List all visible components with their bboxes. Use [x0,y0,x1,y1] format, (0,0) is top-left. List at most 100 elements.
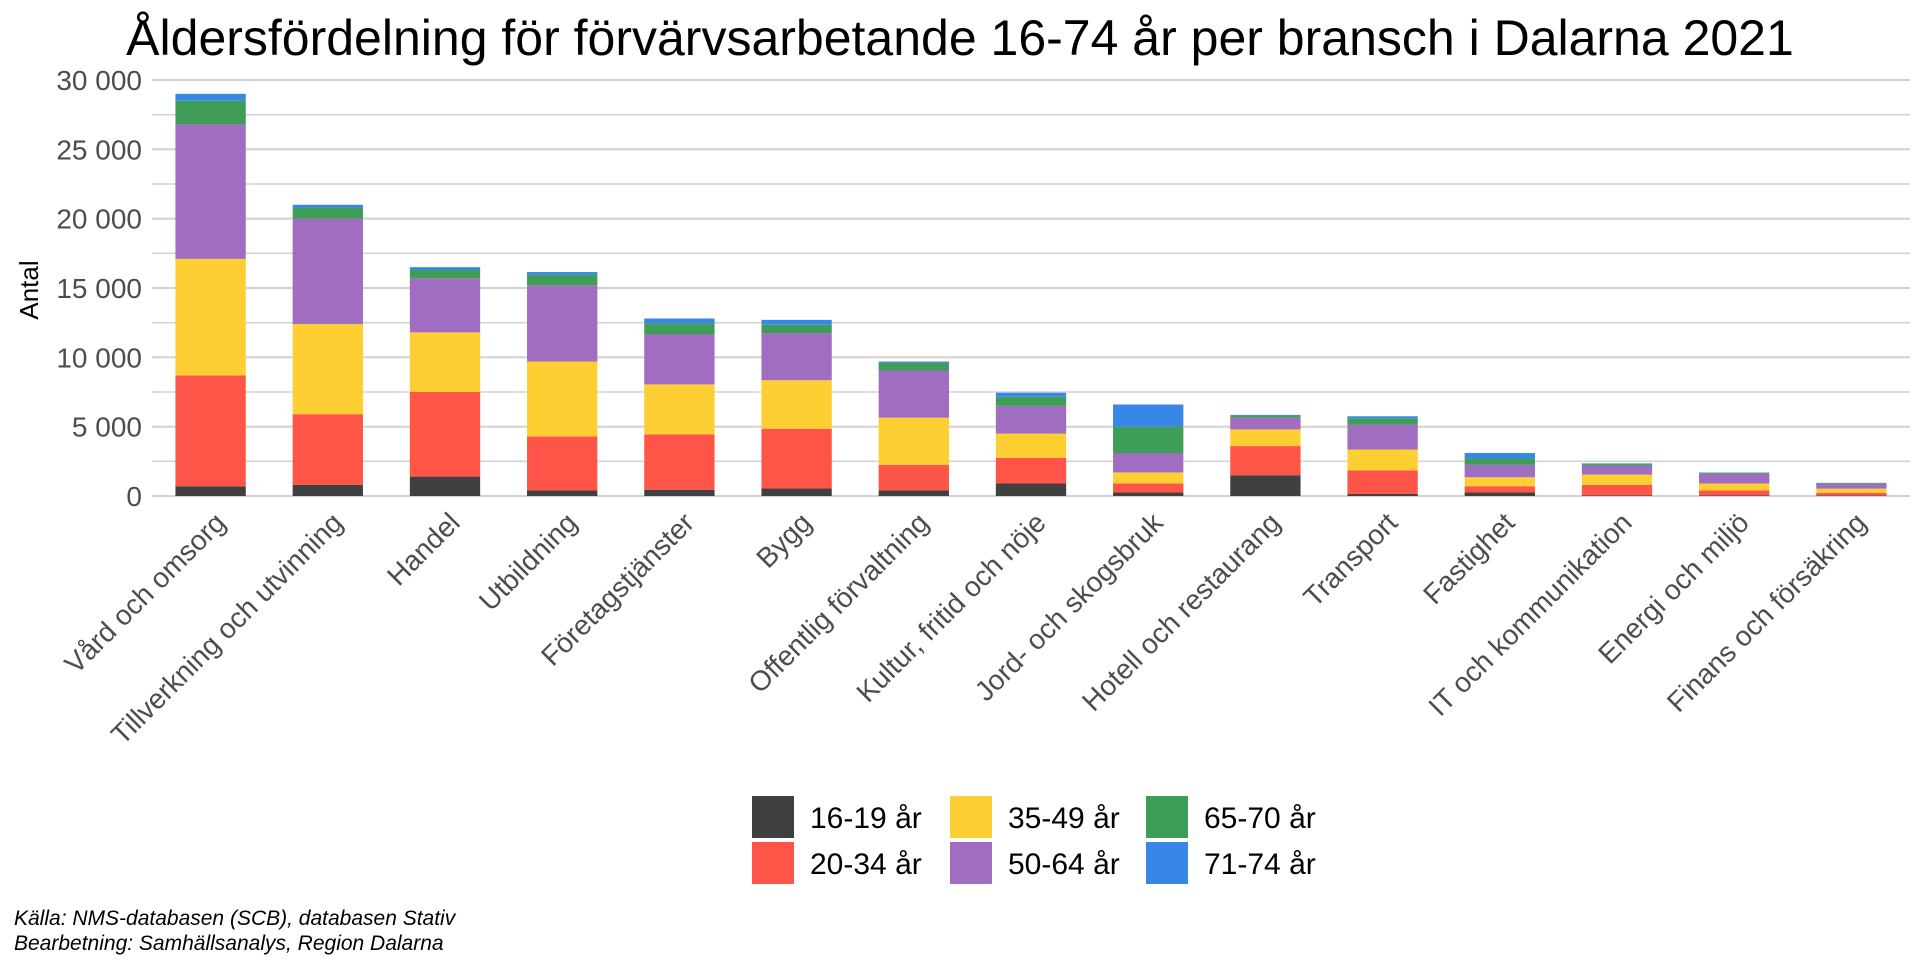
bar-segment [527,361,597,436]
bar-segment [879,490,949,496]
legend-swatch [1146,796,1188,838]
bar-segment [1582,495,1652,496]
bar-segment [175,486,245,496]
bar-segment [1816,483,1886,484]
bar-segment [761,333,831,380]
bar-segment [1699,490,1769,495]
bar-segment [527,272,597,275]
bar-segment [996,458,1066,484]
legend-label: 16-19 år [810,802,922,835]
bar-segment [1347,416,1417,418]
bar-segment [410,278,480,332]
bar-segment [293,219,363,324]
x-tick-label: Finans och försäkring [1661,507,1872,718]
chart-title: Åldersfördelning för förvärvsarbetande 1… [126,10,1794,66]
legend-swatch [950,796,992,838]
bar-segment [410,267,480,270]
bar-segment [1816,484,1886,489]
bar-segment [879,371,949,418]
y-tick-label: 25 000 [56,134,142,165]
bar-segment [527,436,597,490]
bar-segment [175,375,245,486]
x-tick-label: Utbildning [473,507,583,617]
bar-segment [879,465,949,491]
bar-segment [1113,404,1183,426]
legend-label: 65-70 år [1204,802,1316,835]
bar-segment [175,124,245,259]
bar-segment [996,434,1066,458]
bar-segment [644,384,714,434]
legend-swatch [1146,842,1188,884]
legend-label: 50-64 år [1008,848,1120,881]
bar-segment [761,429,831,489]
legend-swatch [950,842,992,884]
bar-segment [1113,427,1183,453]
bar-segment [410,392,480,477]
bar-segment [761,320,831,325]
bar-segment [293,208,363,219]
bar-segment [1465,493,1535,496]
bar-segment [1582,475,1652,485]
bar-segment [1816,489,1886,493]
bar-segment [175,259,245,375]
bar-segment [175,94,245,101]
bar-segment [410,270,480,278]
legend-label: 71-74 år [1204,848,1316,881]
y-tick-label: 5 000 [72,412,142,443]
bar-segment [1230,446,1300,475]
bar-segment [293,324,363,414]
bar-segment [293,414,363,485]
bar-segment [644,434,714,489]
bar-segment [879,361,949,362]
x-tick-label: Bygg [750,507,817,574]
x-tick-label: Handel [381,507,466,592]
bar-segment [996,397,1066,406]
bar-segment [644,319,714,324]
bar-segment [1347,425,1417,450]
x-tick-label: Kultur, fritid och nöje [850,507,1051,708]
bar-segment [1347,470,1417,494]
bar-segment [996,393,1066,397]
x-tick-label: Transport [1297,507,1403,613]
legend-swatch [752,842,794,884]
bar-segment [1230,416,1300,418]
bar-segment [1699,474,1769,484]
bar-segment [175,101,245,125]
bar-segment [1465,465,1535,477]
bar-segment [527,275,597,285]
bar-segment [293,205,363,208]
bar-segment [1699,473,1769,474]
bar-segment [996,484,1066,496]
y-tick-label: 30 000 [56,65,142,96]
caption-source: Källa: NMS-databasen (SCB), databasen St… [14,907,457,930]
bar-segment [761,325,831,333]
bar-segment [1465,477,1535,486]
legend-label: 35-49 år [1008,802,1120,835]
bar-segment [1699,484,1769,491]
bar-segment [1699,495,1769,496]
bar-segment [1230,415,1300,416]
bar-segment [644,490,714,496]
bar-segment [1347,450,1417,471]
y-axis-label: Antal [14,260,44,319]
bar-segment [644,323,714,334]
bar-segment [1582,463,1652,464]
bar-segment [1113,472,1183,483]
x-tick-label: Jord- och skogsbruk [969,506,1170,707]
bar-segment [1465,453,1535,459]
legend: 16-19 år 20-34 år 35-49 år 50-64 år 65-70 år… [752,796,1316,884]
y-tick-label: 15 000 [56,273,142,304]
legend-label: 20-34 år [810,848,922,881]
bar-segment [1230,475,1300,496]
bars [175,94,1886,496]
bar-segment [1465,459,1535,465]
bar-segment [1582,485,1652,495]
bar-segment [1113,493,1183,496]
bar-segment [527,490,597,496]
x-tick-label: Hotell och restaurang [1076,507,1286,717]
bar-segment [996,406,1066,434]
